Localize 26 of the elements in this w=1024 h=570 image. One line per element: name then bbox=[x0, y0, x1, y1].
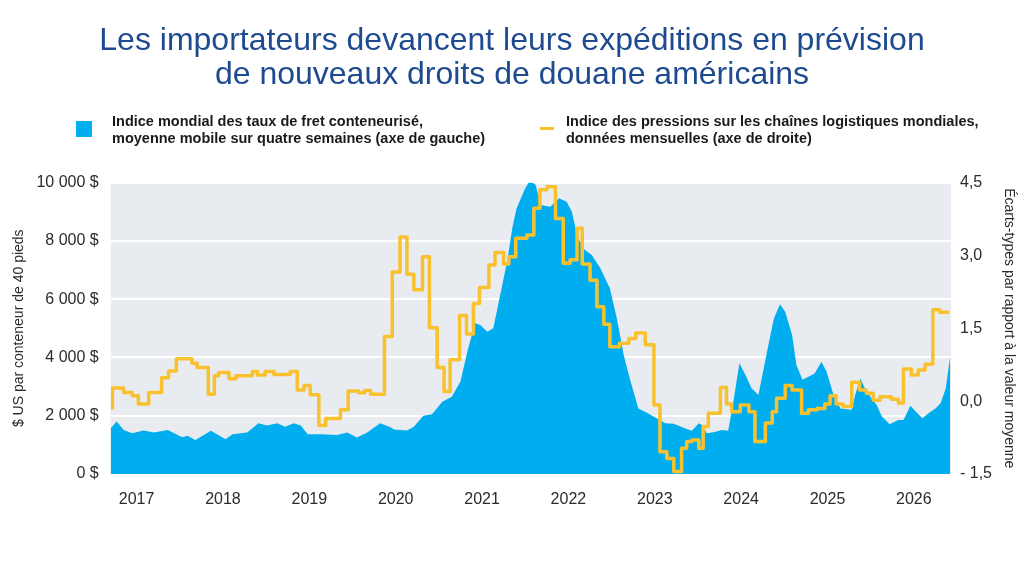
y-tick-label: 10 000 $ bbox=[36, 172, 99, 190]
x-tick-label: 2020 bbox=[377, 490, 414, 508]
y2-tick-label: 4,5 bbox=[960, 172, 983, 190]
legend-label: Indice mondial des taux de fret conteneurisé, moyenne mobile sur quatre semaines (axe de gauche) bbox=[112, 113, 487, 147]
x-tick-label: 2026 bbox=[896, 490, 932, 508]
legend-label: Indice des pressions sur les chaînes logistiques mondiales, données mensuelles (axe de droite) bbox=[566, 113, 980, 147]
y-axis-title: $ US par conteneur de 40 pieds bbox=[10, 229, 27, 428]
y-tick-label: 0 $ bbox=[76, 464, 99, 482]
y2-tick-label: 0,0 bbox=[960, 391, 983, 409]
y2-axis-title: Écarts-types par rapport à la valeur moyenne bbox=[1001, 188, 1018, 469]
y2-tick-label: 3,0 bbox=[960, 245, 983, 263]
y2-tick-label: 1,5 bbox=[960, 318, 983, 336]
x-tick-label: 2022 bbox=[550, 490, 587, 508]
x-tick-label: 2021 bbox=[464, 490, 500, 508]
y-tick-label: 2 000 $ bbox=[45, 406, 99, 424]
y-tick-label: 6 000 $ bbox=[45, 289, 99, 307]
chart-title: Les importateurs devancent leurs expéditions en prévision de nouveaux droits de douane américains bbox=[98, 21, 926, 91]
x-tick-label: 2018 bbox=[205, 490, 241, 508]
x-tick-label: 2019 bbox=[291, 490, 328, 508]
x-tick-label: 2024 bbox=[723, 490, 760, 508]
x-tick-label: 2023 bbox=[636, 490, 673, 508]
y2-tick-label: - 1,5 bbox=[960, 464, 993, 482]
y-tick-label: 4 000 $ bbox=[45, 347, 99, 365]
x-tick-label: 2017 bbox=[118, 490, 155, 508]
y-tick-label: 8 000 $ bbox=[45, 231, 99, 249]
x-tick-label: 2025 bbox=[809, 490, 846, 508]
